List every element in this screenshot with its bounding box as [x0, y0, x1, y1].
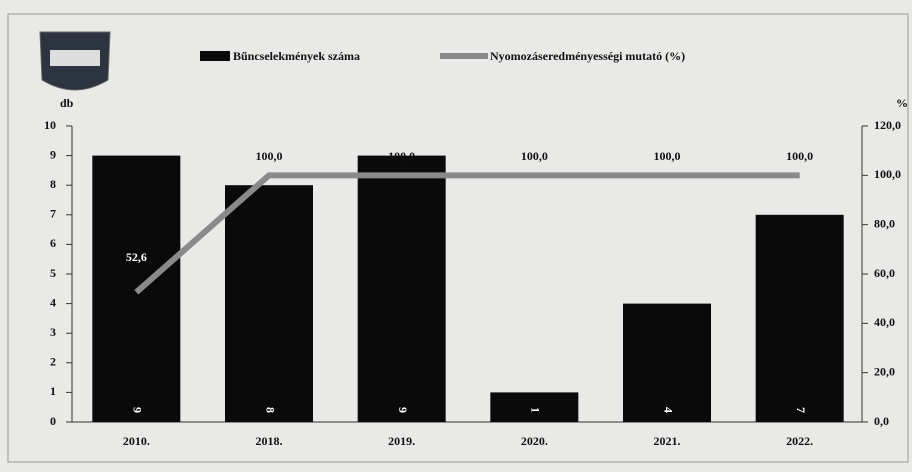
legend-label: Nyomozáseredményességi mutató (%)	[490, 49, 685, 63]
bar-value-label: 4	[661, 407, 675, 413]
y2-tick-label: 0,0	[874, 414, 889, 428]
y-tick-label: 0	[50, 414, 56, 428]
x-tick-label: 2022.	[786, 434, 813, 448]
x-tick-label: 2018.	[256, 434, 283, 448]
bar-value-label: 1	[529, 407, 543, 413]
y-tick-label: 4	[50, 295, 56, 309]
chart: db % 0123456789100,020,040,060,080,0100,…	[0, 0, 912, 472]
line-value-label: 100,0	[256, 149, 283, 163]
y-tick-label: 1	[50, 384, 56, 398]
y-tick-label: 10	[44, 118, 56, 132]
bar-value-label: 7	[794, 407, 808, 413]
y2-tick-label: 20,0	[874, 364, 895, 378]
bar	[756, 215, 844, 422]
line-value-label: 100,0	[388, 149, 415, 163]
y-tick-label: 5	[50, 266, 56, 280]
y-tick-label: 7	[50, 207, 56, 221]
y2-tick-label: 60,0	[874, 266, 895, 280]
legend-swatch	[200, 51, 230, 61]
bar-value-label: 9	[396, 407, 410, 413]
y2-tick-label: 100,0	[874, 167, 901, 181]
x-tick-label: 2010.	[123, 434, 150, 448]
line-value-label: 100,0	[786, 149, 813, 163]
y2-axis-label: %	[896, 96, 908, 110]
legend-label: Bűncselekmények száma	[233, 49, 360, 63]
y2-tick-label: 80,0	[874, 216, 895, 230]
x-tick-label: 2020.	[521, 434, 548, 448]
y-axis-label: db	[60, 96, 74, 110]
y2-tick-label: 40,0	[874, 315, 895, 329]
bar-value-label: 8	[263, 407, 277, 413]
line-value-label: 52,6	[126, 250, 147, 264]
x-tick-label: 2019.	[388, 434, 415, 448]
bar	[358, 156, 446, 422]
bar	[225, 185, 313, 422]
line-value-label: 100,0	[521, 149, 548, 163]
line-value-label: 100,0	[654, 149, 681, 163]
y2-tick-label: 120,0	[874, 118, 901, 132]
y-tick-label: 3	[50, 325, 56, 339]
y-tick-label: 8	[50, 177, 56, 191]
logo	[40, 32, 110, 90]
y-tick-label: 9	[50, 147, 56, 161]
x-tick-label: 2021.	[654, 434, 681, 448]
y-tick-label: 2	[50, 355, 56, 369]
bar	[623, 304, 711, 422]
bar-value-label: 9	[131, 407, 145, 413]
y-tick-label: 6	[50, 236, 56, 250]
